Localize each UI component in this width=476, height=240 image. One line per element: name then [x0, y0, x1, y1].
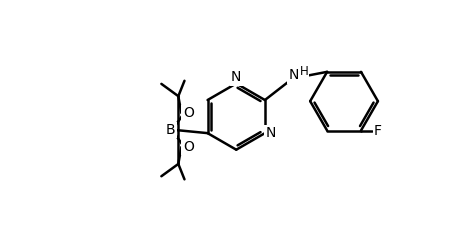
- Text: O: O: [183, 140, 194, 154]
- Text: F: F: [374, 124, 382, 138]
- Text: O: O: [183, 106, 194, 120]
- Text: B: B: [166, 123, 176, 137]
- Text: N: N: [231, 70, 241, 84]
- Text: N: N: [265, 126, 276, 140]
- Text: H: H: [299, 65, 308, 78]
- Text: N: N: [288, 68, 298, 82]
